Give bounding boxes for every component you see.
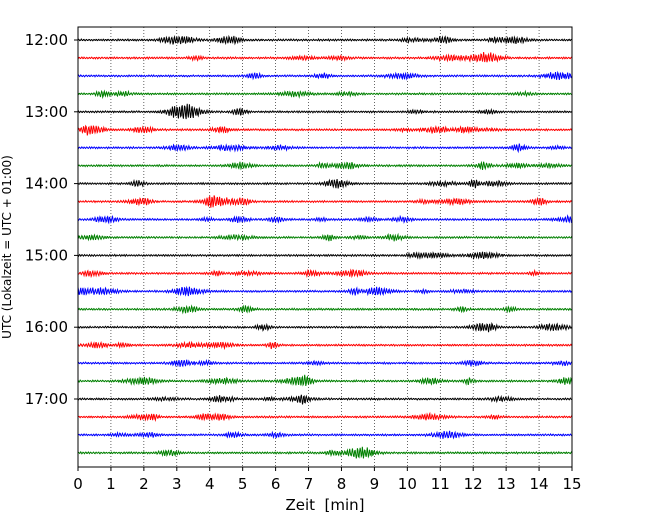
x-tick-label: 9 bbox=[370, 475, 380, 493]
x-tick-label: 8 bbox=[337, 475, 347, 493]
trace-row bbox=[77, 251, 573, 261]
x-tick-label: 1 bbox=[106, 475, 116, 493]
x-tick-label: 11 bbox=[431, 475, 450, 493]
x-tick-label: 4 bbox=[205, 475, 215, 493]
trace-row bbox=[77, 268, 573, 279]
trace-row bbox=[77, 358, 572, 368]
x-tick-label: 14 bbox=[530, 475, 549, 493]
x-tick-label: 3 bbox=[172, 475, 182, 493]
trace-row bbox=[77, 143, 573, 154]
trace-row bbox=[77, 446, 573, 459]
trace-row bbox=[77, 214, 573, 225]
trace-row bbox=[77, 322, 573, 333]
trace-row bbox=[77, 430, 573, 440]
trace-row bbox=[77, 124, 573, 136]
y-tick-label: 16:00 bbox=[25, 318, 68, 336]
trace-row bbox=[77, 34, 573, 46]
x-tick-label: 13 bbox=[497, 475, 516, 493]
x-tick-label: 7 bbox=[304, 475, 314, 493]
trace-row bbox=[77, 195, 573, 208]
x-tick-label: 12 bbox=[464, 475, 483, 493]
trace-row bbox=[77, 51, 573, 63]
x-tick-label: 0 bbox=[73, 475, 83, 493]
seismogram-traces bbox=[77, 34, 573, 459]
y-tick-label: 13:00 bbox=[25, 103, 68, 121]
trace-row bbox=[77, 304, 573, 315]
y-tick-label: 12:00 bbox=[25, 31, 68, 49]
plot-frame bbox=[77, 26, 573, 468]
y-axis: 12:00 13:00 14:00 15:00 16:00 17:00 bbox=[25, 31, 78, 408]
trace-row bbox=[77, 374, 573, 387]
trace-row bbox=[77, 340, 573, 351]
x-tick-label: 10 bbox=[398, 475, 417, 493]
trace-row bbox=[77, 285, 573, 297]
x-tick-label: 15 bbox=[562, 475, 581, 493]
x-axis-label: Zeit [min] bbox=[285, 496, 364, 514]
trace-row bbox=[77, 411, 573, 422]
trace-row bbox=[77, 232, 573, 242]
trace-row bbox=[77, 160, 573, 171]
y-axis-label: UTC (Lokalzeit = UTC + 01:00) bbox=[0, 155, 14, 339]
x-tick-label: 6 bbox=[271, 475, 281, 493]
grid-lines bbox=[110, 27, 540, 467]
x-tick-label: 5 bbox=[238, 475, 248, 493]
trace-row bbox=[77, 70, 573, 81]
trace-row bbox=[77, 178, 573, 189]
y-tick-label: 17:00 bbox=[25, 390, 68, 408]
x-tick-label: 2 bbox=[139, 475, 149, 493]
y-tick-label: 14:00 bbox=[25, 175, 68, 193]
y-tick-label: 15:00 bbox=[25, 246, 68, 264]
trace-row bbox=[77, 394, 573, 405]
x-axis: 0 1 2 3 4 5 6 7 8 9 10 11 12 13 14 15 bbox=[73, 467, 582, 493]
trace-row bbox=[77, 103, 573, 120]
trace-row bbox=[77, 89, 573, 100]
